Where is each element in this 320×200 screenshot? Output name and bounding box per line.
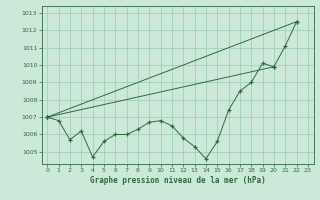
X-axis label: Graphe pression niveau de la mer (hPa): Graphe pression niveau de la mer (hPa): [90, 176, 266, 185]
